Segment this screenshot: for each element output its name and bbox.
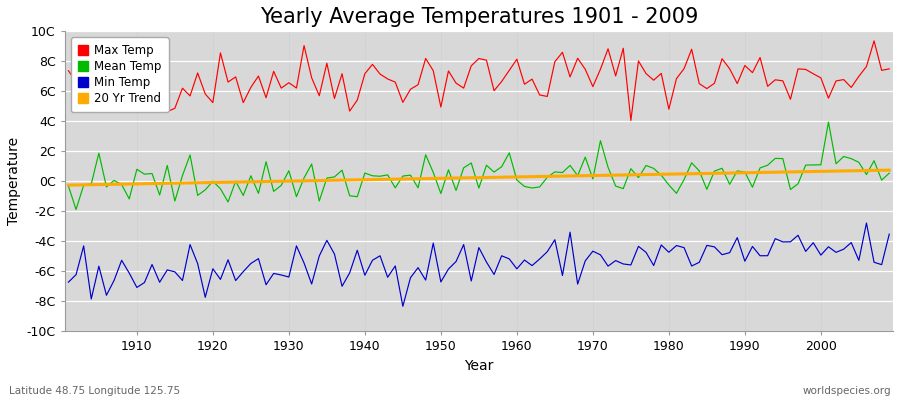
- X-axis label: Year: Year: [464, 359, 493, 373]
- Legend: Max Temp, Mean Temp, Min Temp, 20 Yr Trend: Max Temp, Mean Temp, Min Temp, 20 Yr Tre…: [70, 37, 168, 112]
- Text: Latitude 48.75 Longitude 125.75: Latitude 48.75 Longitude 125.75: [9, 386, 180, 396]
- Text: worldspecies.org: worldspecies.org: [803, 386, 891, 396]
- Title: Yearly Average Temperatures 1901 - 2009: Yearly Average Temperatures 1901 - 2009: [260, 7, 698, 27]
- Y-axis label: Temperature: Temperature: [7, 137, 21, 226]
